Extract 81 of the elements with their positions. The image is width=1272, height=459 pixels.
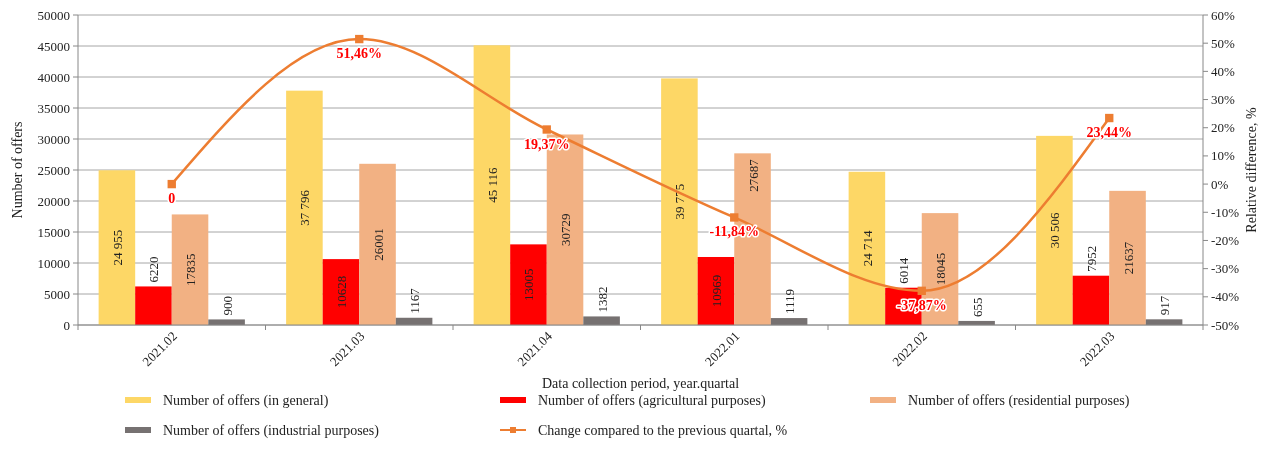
data-label: 26001: [370, 228, 386, 261]
data-label: 37 796: [297, 189, 313, 226]
y-tick-label: 35000: [37, 100, 70, 116]
y2-tick-label: 0%: [1211, 176, 1229, 192]
y2-tick-label: -10%: [1211, 204, 1240, 220]
y-tick-label: 15000: [37, 224, 70, 240]
y-tick-label: 0: [63, 317, 70, 333]
y2-tick-label: -20%: [1211, 233, 1240, 248]
point: [730, 213, 739, 222]
point: [917, 286, 926, 295]
bar: [1036, 135, 1073, 325]
data-label: 6220: [146, 256, 162, 283]
bar: [473, 45, 511, 325]
point: [542, 125, 551, 134]
bar: [583, 316, 620, 325]
legend-label: Number of offers (residential purposes): [908, 392, 1130, 409]
y-tick-label: 25000: [37, 162, 70, 178]
bar: [135, 286, 172, 325]
y-tick-label: 40000: [37, 69, 70, 85]
data-label: 1382: [594, 286, 610, 313]
y2-tick-label: 50%: [1211, 35, 1235, 51]
data-label: 30 506: [1047, 212, 1063, 249]
data-label: 30729: [558, 213, 574, 246]
legend-label: Number of offers (industrial purposes): [163, 422, 380, 439]
point: [167, 179, 176, 189]
legend-label: Number of offers (agricultural purposes): [538, 392, 766, 409]
bar: [359, 163, 396, 325]
data-label: 27687: [745, 158, 761, 192]
data-label: 1119: [782, 289, 798, 315]
y-axis-title: Number of offers: [10, 121, 25, 219]
data-label: 1167: [407, 287, 423, 314]
data-label: 18045: [933, 252, 949, 286]
data-label: 10969: [708, 274, 724, 308]
data-label: 24 955: [109, 229, 125, 266]
data-label: 7952: [1083, 245, 1099, 272]
data-label: 10628: [333, 275, 349, 309]
point: [1105, 113, 1114, 123]
bar: [697, 256, 735, 325]
x-axis-title: Data collection period, year.quartal: [541, 376, 740, 391]
y2-tick-label: 20%: [1211, 120, 1235, 136]
bar: [1072, 275, 1110, 325]
bar: [322, 259, 360, 325]
bar: [208, 319, 245, 325]
y-tick-label: 30000: [37, 131, 70, 147]
data-label: 13005: [521, 268, 537, 301]
data-label: 0: [168, 191, 176, 207]
data-label: 6014: [896, 257, 912, 284]
y-tick-label: 5000: [44, 286, 70, 302]
data-label: 24 714: [859, 230, 875, 267]
y-tick-label: 50000: [37, 7, 70, 23]
y2-axis-title: Relative difference, %: [1244, 107, 1259, 233]
y2-tick-label: -40%: [1211, 289, 1240, 305]
data-label: 900: [219, 295, 235, 316]
y2-tick-label: -50%: [1211, 317, 1240, 333]
data-label: 51,46%: [336, 46, 382, 62]
y-tick-label: 20000: [37, 193, 70, 209]
y-tick-label: 10000: [37, 255, 70, 271]
bar: [848, 171, 886, 325]
legend-label: Change compared to the previous quartal, %: [538, 422, 788, 438]
y2-tick-label: 60%: [1211, 7, 1235, 23]
y2-tick-label: -30%: [1211, 261, 1240, 277]
bar: [286, 90, 323, 325]
y2-tick-label: 30%: [1211, 92, 1235, 108]
data-label: -37,87%: [896, 297, 947, 313]
data-label: -11,84%: [709, 224, 759, 240]
y2-tick-label: 10%: [1211, 148, 1235, 164]
data-label: 655: [969, 297, 985, 317]
bar: [98, 170, 136, 325]
bar: [171, 214, 209, 325]
point: [355, 34, 364, 44]
data-label: 45 116: [484, 167, 500, 203]
data-label: 17835: [183, 253, 199, 286]
y2-tick-label: 40%: [1211, 63, 1235, 79]
legend-label: Number of offers (in general): [163, 392, 329, 409]
data-label: 19,37%: [524, 136, 570, 152]
bar: [510, 244, 547, 325]
data-label: 21637: [1120, 241, 1136, 275]
bar: [1109, 190, 1146, 325]
bar: [661, 78, 698, 325]
data-label: 917: [1157, 295, 1173, 316]
y-tick-label: 45000: [37, 38, 70, 54]
